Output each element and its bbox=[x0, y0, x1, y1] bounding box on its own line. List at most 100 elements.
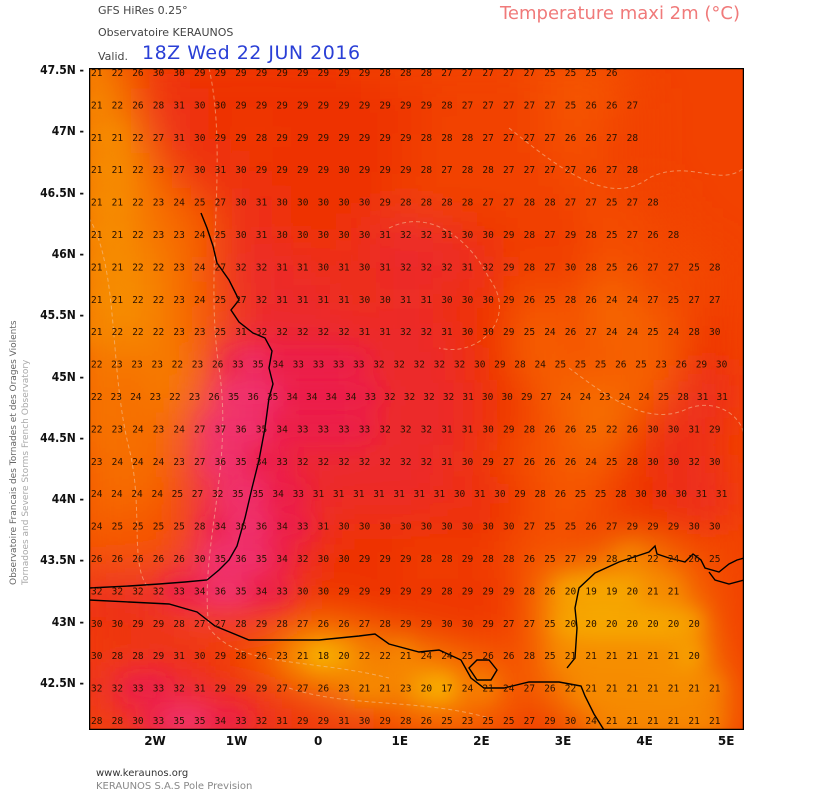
temp-value: 28 bbox=[615, 489, 627, 500]
temp-value: 27 bbox=[585, 327, 596, 338]
temp-value: 29 bbox=[709, 424, 721, 435]
temperature-values: 21 22 26 30 30 29 29 29 29 29 29 29 29 29 28 28 28 27 27 27… bbox=[91, 68, 728, 727]
temp-core bbox=[205, 579, 228, 602]
temp-value: 27 bbox=[709, 295, 720, 306]
footer-url[interactable]: www.keraunos.org bbox=[96, 768, 189, 779]
temp-core bbox=[246, 449, 269, 472]
temp-value: 24 bbox=[153, 457, 165, 468]
temp-value: 29 bbox=[318, 165, 330, 176]
temp-core bbox=[102, 255, 125, 278]
temp-value: 27 bbox=[215, 619, 226, 630]
temp-value: 31 bbox=[434, 489, 446, 500]
temp-value: 27 bbox=[441, 68, 452, 79]
temp-value: 26 bbox=[338, 619, 350, 630]
temp-value: 21 bbox=[668, 684, 680, 695]
temp-value: 33 bbox=[153, 716, 164, 727]
temp-value: 30 bbox=[474, 360, 486, 371]
temp-value: 27 bbox=[524, 522, 535, 533]
temp-value: 28 bbox=[441, 586, 453, 597]
temp-value: 29 bbox=[400, 133, 412, 144]
temp-value: 26 bbox=[256, 651, 268, 662]
temp-value: 32 bbox=[212, 489, 223, 500]
temp-value: 26 bbox=[627, 262, 639, 273]
temp-value: 26 bbox=[688, 554, 700, 565]
temp-value: 21 bbox=[627, 716, 639, 727]
temp-value: 35 bbox=[194, 716, 205, 727]
temp-value: 24 bbox=[668, 327, 680, 338]
temp-core bbox=[638, 644, 661, 667]
temp-value: 31 bbox=[688, 424, 700, 435]
temperature-map[interactable]: 21 22 26 30 30 29 29 29 29 29 29 29 29 29 28 28 28 27 27 27… bbox=[89, 68, 744, 730]
temp-value: 30 bbox=[276, 230, 288, 241]
temp-core bbox=[370, 676, 393, 699]
temp-value: 31 bbox=[359, 327, 371, 338]
temp-value: 29 bbox=[297, 100, 309, 111]
temp-value: 28 bbox=[534, 489, 546, 500]
temp-value: 27 bbox=[194, 619, 205, 630]
temp-core bbox=[238, 385, 261, 407]
temp-value: 27 bbox=[503, 457, 514, 468]
temp-value: 21 bbox=[359, 684, 371, 695]
temp-core bbox=[283, 352, 306, 375]
temp-value: 31 bbox=[173, 100, 185, 111]
temp-value: 30 bbox=[482, 230, 494, 241]
temp-value: 30 bbox=[338, 230, 350, 241]
temp-value: 33 bbox=[365, 392, 376, 403]
temp-value: 34 bbox=[276, 554, 288, 565]
temp-value: 30 bbox=[688, 522, 700, 533]
temp-value: 28 bbox=[524, 586, 536, 597]
temp-value: 31 bbox=[400, 295, 412, 306]
temp-value: 31 bbox=[379, 230, 391, 241]
temp-value: 22 bbox=[91, 360, 102, 371]
temp-core bbox=[297, 385, 319, 407]
temp-core bbox=[102, 125, 125, 148]
temp-value: 28 bbox=[514, 360, 526, 371]
temp-value: 36 bbox=[247, 392, 259, 403]
temp-value: 30 bbox=[132, 716, 144, 727]
temp-value: 25 bbox=[575, 489, 586, 500]
temp-value: 33 bbox=[313, 360, 324, 371]
temp-core bbox=[432, 676, 455, 699]
temp-core bbox=[617, 709, 640, 730]
temp-value: 27 bbox=[524, 619, 535, 630]
temp-value: 21 bbox=[668, 586, 680, 597]
temp-value: 27 bbox=[688, 295, 699, 306]
temp-value: 29 bbox=[503, 295, 515, 306]
temp-value: 27 bbox=[359, 619, 370, 630]
temp-value: 21 bbox=[647, 586, 659, 597]
temp-value: 29 bbox=[256, 619, 268, 630]
temp-value: 29 bbox=[256, 68, 268, 79]
latitude-tick: 43.5N - bbox=[40, 553, 84, 568]
temp-value: 29 bbox=[400, 100, 412, 111]
temp-value: 25 bbox=[688, 262, 699, 273]
temp-value: 33 bbox=[293, 489, 304, 500]
temp-value: 29 bbox=[462, 554, 474, 565]
temp-value: 29 bbox=[215, 68, 227, 79]
temp-core bbox=[226, 709, 249, 730]
temp-value: 29 bbox=[696, 360, 708, 371]
temp-value: 30 bbox=[91, 651, 103, 662]
temp-value: 21 bbox=[482, 684, 494, 695]
temp-value: 33 bbox=[297, 424, 308, 435]
temp-value: 31 bbox=[297, 262, 309, 273]
temp-core bbox=[267, 547, 290, 569]
temp-value: 29 bbox=[544, 716, 556, 727]
temp-core bbox=[89, 190, 104, 213]
temp-value: 30 bbox=[194, 133, 206, 144]
temp-value: 29 bbox=[338, 68, 350, 79]
temp-core bbox=[555, 579, 578, 602]
temp-value: 32 bbox=[318, 457, 329, 468]
temp-value: 26 bbox=[585, 295, 597, 306]
temp-core bbox=[243, 482, 266, 505]
temp-value: 32 bbox=[235, 262, 246, 273]
temp-value: 29 bbox=[153, 619, 165, 630]
temp-core bbox=[658, 611, 681, 634]
temp-value: 26 bbox=[153, 554, 165, 565]
temp-value: 30 bbox=[494, 489, 506, 500]
mediterranean-coast-east bbox=[708, 571, 744, 585]
temp-value: 24 bbox=[91, 489, 103, 500]
temp-value: 29 bbox=[297, 165, 309, 176]
temp-value: 26 bbox=[585, 100, 597, 111]
temp-value: 27 bbox=[524, 165, 535, 176]
temp-value: 24 bbox=[462, 684, 474, 695]
